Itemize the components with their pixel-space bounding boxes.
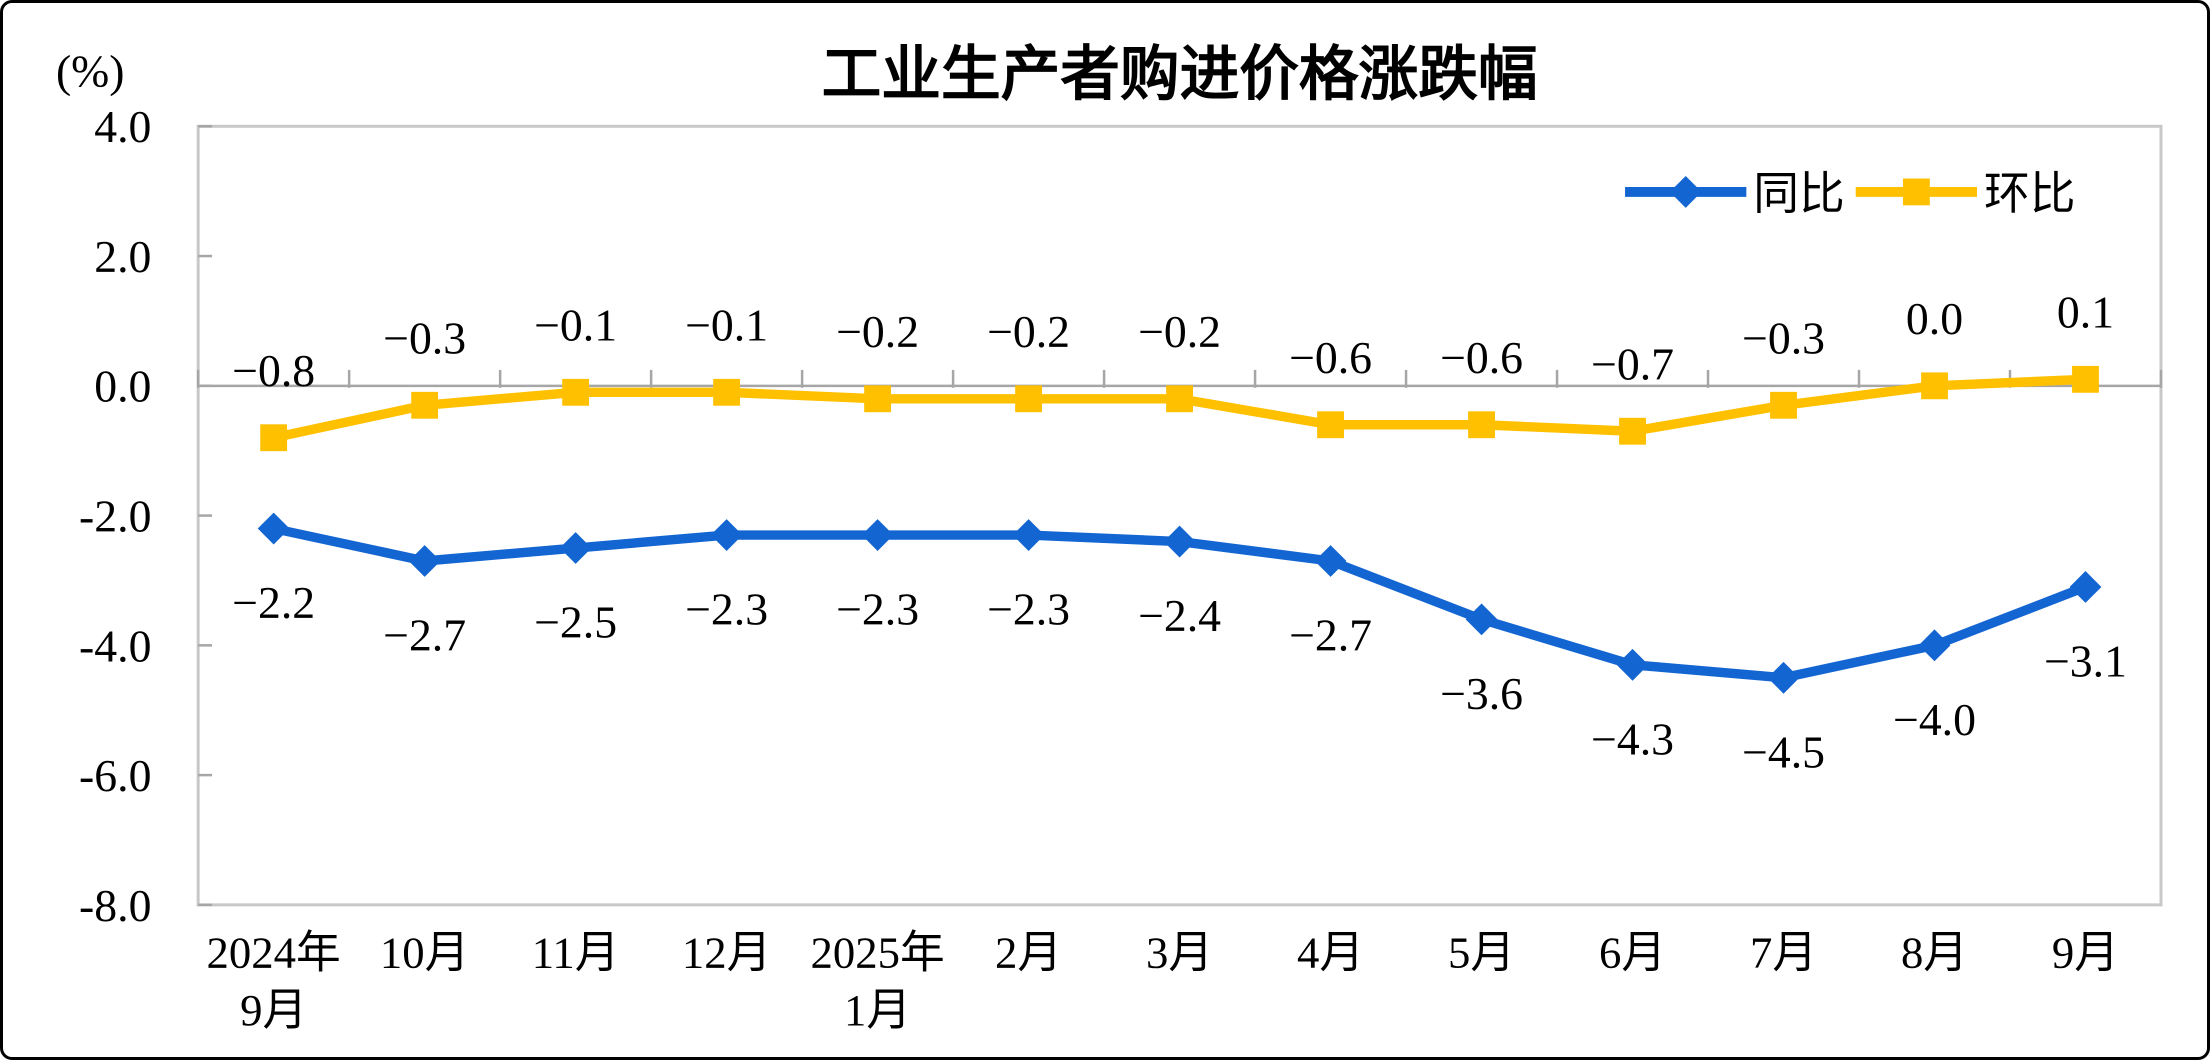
data-point-marker: [1616, 648, 1649, 681]
data-point-marker: [257, 512, 290, 545]
data-point-label: 0.0: [1906, 293, 1963, 344]
y-axis-tick-label: -4.0: [79, 620, 151, 671]
data-point-label: 0.1: [2057, 287, 2114, 338]
data-point-marker: [1921, 372, 1948, 400]
data-point-marker: [1767, 661, 1800, 694]
x-axis-category-label: 3月: [1146, 928, 1213, 978]
data-point-label: −2.7: [1289, 609, 1372, 660]
plot-area-border: [196, 124, 2163, 907]
data-point-label: −4.3: [1591, 713, 1674, 764]
data-point-marker: [2069, 571, 2102, 603]
x-axis-category-label: 2025年: [810, 928, 944, 978]
data-point-marker: [864, 385, 892, 413]
data-point-label: −0.1: [685, 300, 768, 351]
data-point-label: −3.1: [2044, 635, 2127, 686]
x-axis-category-label: 1月: [844, 985, 911, 1035]
data-point-label: −2.3: [987, 584, 1070, 635]
data-point-marker: [1166, 385, 1193, 413]
data-point-marker: [1015, 385, 1043, 413]
data-point-label: −0.2: [836, 306, 919, 357]
data-point-marker: [411, 391, 439, 419]
legend-label-yoy: 同比: [1753, 168, 1844, 219]
y-axis-tick-label: -8.0: [79, 880, 151, 931]
data-point-label: −4.0: [1893, 694, 1976, 745]
data-point-label: −0.7: [1591, 339, 1674, 390]
data-point-label: −2.4: [1138, 590, 1221, 641]
data-point-marker: [559, 532, 592, 564]
data-point-marker: [1163, 525, 1196, 558]
data-point-label: −3.6: [1440, 668, 1523, 719]
data-point-label: −0.2: [987, 306, 1070, 357]
x-axis-category-label: 9月: [240, 985, 307, 1035]
data-point-marker: [1468, 411, 1495, 439]
y-axis-unit-label: (%): [56, 46, 125, 97]
data-point-marker: [1317, 411, 1344, 439]
x-axis-category-label: 2月: [995, 928, 1062, 978]
data-point-label: −2.7: [383, 609, 466, 660]
x-axis-category-label: 8月: [1901, 928, 1968, 978]
data-point-marker: [260, 424, 288, 452]
data-point-marker: [713, 378, 741, 406]
data-point-marker: [562, 378, 590, 406]
data-point-marker: [861, 519, 894, 551]
data-point-marker: [1619, 417, 1646, 445]
data-point-label: −2.3: [685, 584, 768, 635]
data-point-marker: [1918, 629, 1951, 662]
data-point-label: −2.5: [534, 597, 617, 648]
data-point-label: −2.2: [232, 577, 315, 628]
chart-title: 工业生产者购进价格涨跌幅: [822, 41, 1538, 107]
y-axis-tick-label: 2.0: [94, 231, 151, 282]
data-point-label: −4.5: [1742, 726, 1825, 777]
data-point-label: −2.3: [836, 584, 919, 635]
x-axis-category-label: 10月: [380, 928, 469, 978]
x-axis-category-label: 5月: [1448, 928, 1515, 978]
x-axis-category-label: 7月: [1750, 928, 1817, 978]
y-axis-tick-label: 4.0: [94, 101, 151, 152]
plot-layer: 4.0 2.0 0.0 -2.0 -4.0 -6.0 -8.0 2024年 9月 10月 11月 12…: [79, 101, 2163, 1035]
y-axis-tick-label: 0.0: [94, 361, 151, 412]
data-point-label: −0.6: [1440, 332, 1523, 383]
data-point-label: −0.3: [383, 313, 466, 364]
data-point-marker: [408, 545, 441, 577]
data-point-label: −0.1: [534, 300, 617, 351]
y-axis-tick-label: -2.0: [79, 490, 151, 541]
data-point-label: −0.2: [1138, 306, 1221, 357]
data-point-label: −0.6: [1289, 332, 1372, 383]
x-axis-category-label: 11月: [532, 928, 620, 978]
x-axis-category-label: 2024年: [207, 928, 341, 978]
data-point-marker: [1465, 603, 1498, 636]
data-point-marker: [2072, 365, 2099, 393]
x-axis-category-label: 4月: [1297, 928, 1364, 978]
x-axis-category-label: 12月: [682, 928, 771, 978]
data-point-marker: [1770, 391, 1797, 419]
legend-label-mom: 环比: [1984, 168, 2075, 219]
legend-item-yoy: 同比: [1625, 168, 1845, 219]
legend-marker-diamond-icon: [1669, 176, 1702, 208]
data-point-marker: [710, 519, 743, 551]
legend: 同比 环比: [1625, 168, 2075, 219]
legend-item-mom: 环比: [1855, 168, 2075, 219]
chart-svg: 工业生产者购进价格涨跌幅 (%) 4.0 2.0 0.0 -2.0 -4.0 -6.0 -8…: [56, 41, 2163, 1035]
data-point-marker: [1314, 545, 1347, 577]
x-axis-category-label: 9月: [2052, 928, 2119, 978]
data-point-label: −0.8: [232, 345, 315, 396]
y-axis-tick-label: -6.0: [79, 750, 151, 801]
legend-marker-square-icon: [1902, 178, 1930, 206]
x-axis-category-label: 6月: [1599, 928, 1666, 978]
data-point-label: −0.3: [1742, 313, 1825, 364]
data-point-marker: [1012, 519, 1045, 551]
